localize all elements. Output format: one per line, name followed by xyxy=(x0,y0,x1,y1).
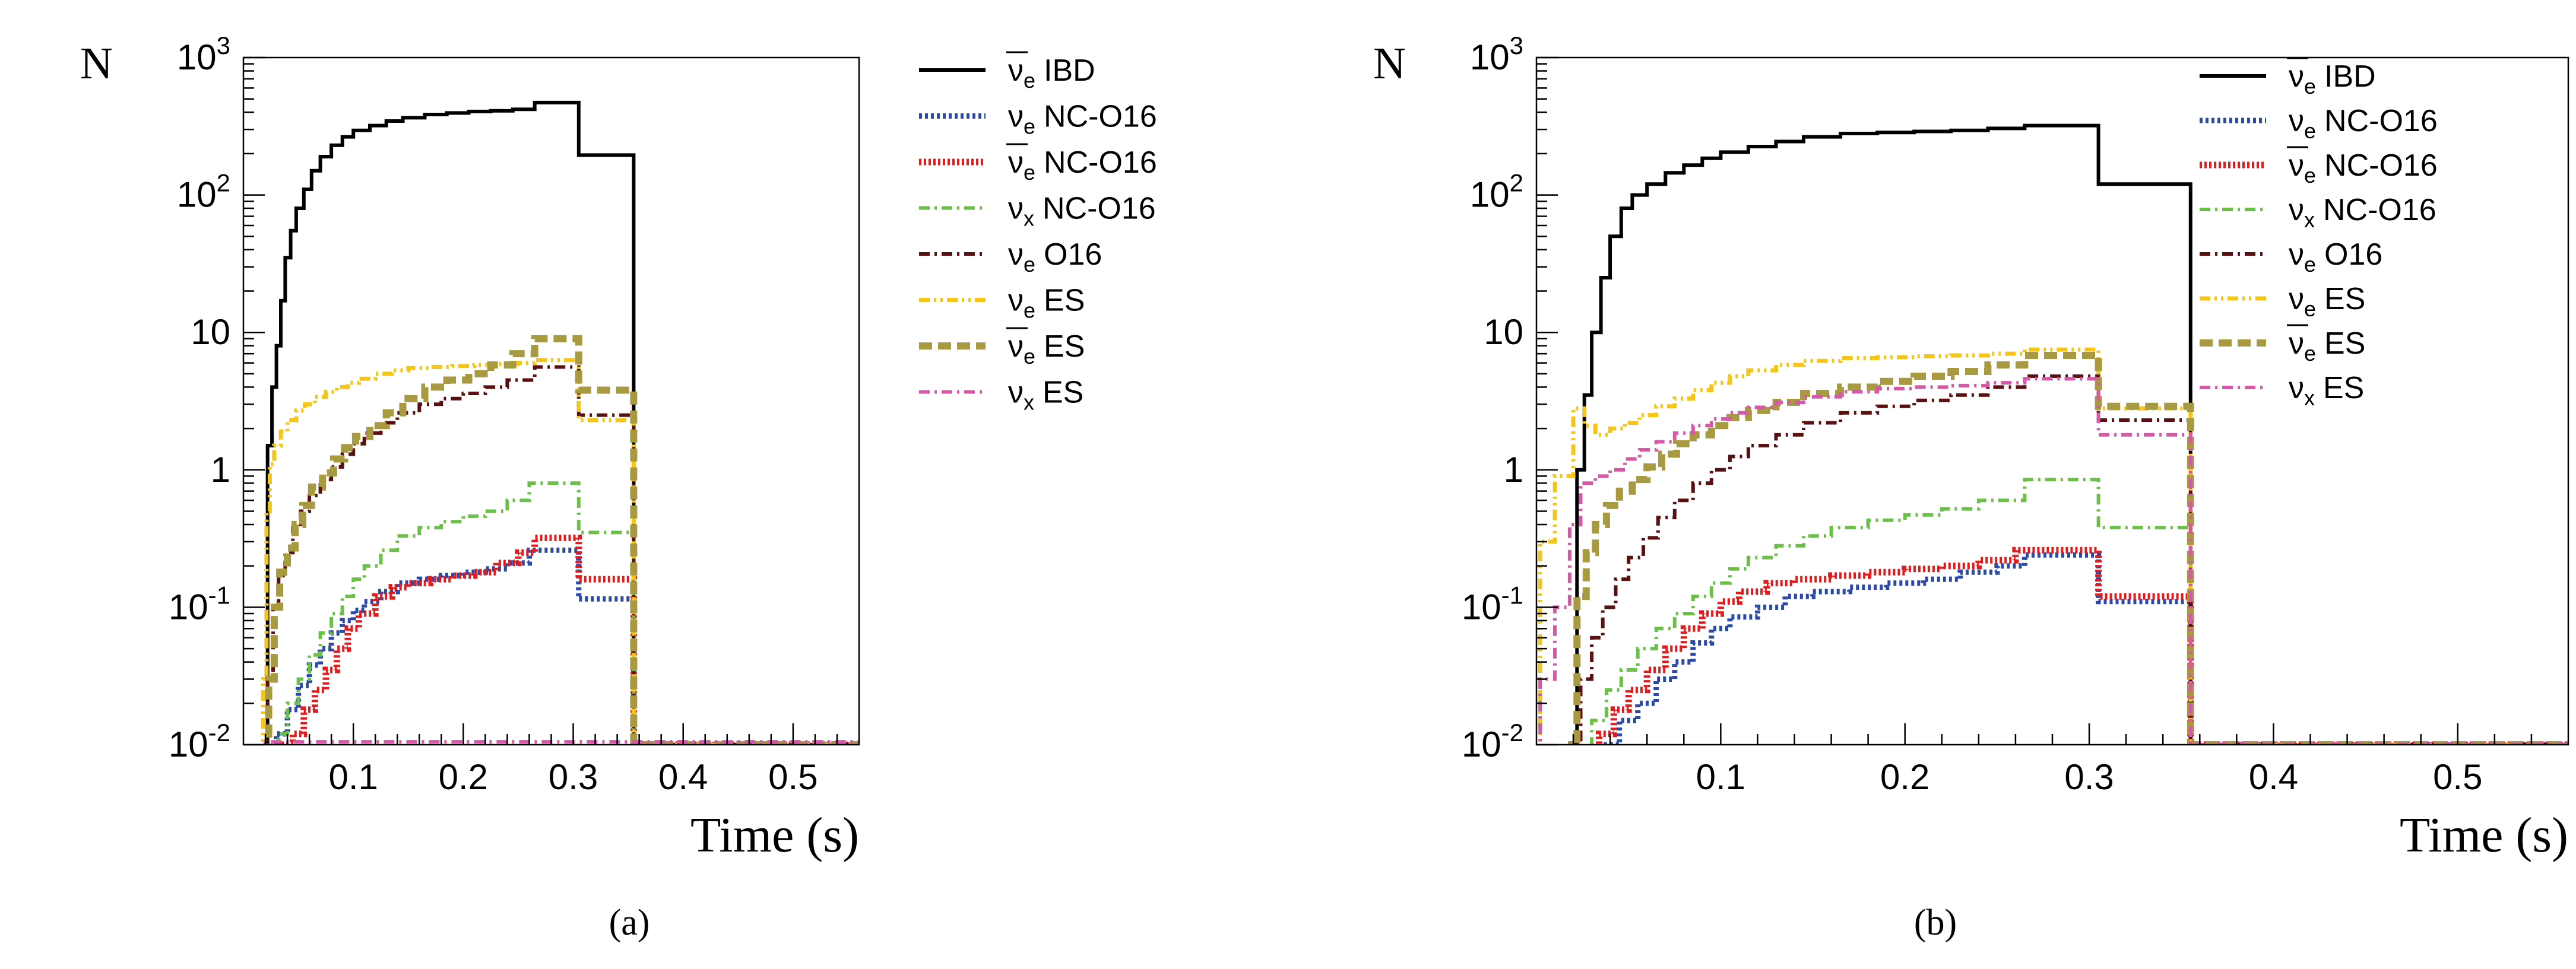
legend-entry-3: νx NC-O16 xyxy=(2289,193,2436,232)
x-tick-label: 0.1 xyxy=(328,757,378,797)
x-tick-label: 0.2 xyxy=(439,757,488,797)
y-tick-label: 10-1 xyxy=(1462,581,1523,627)
x-tick-label: 0.3 xyxy=(2064,757,2114,797)
series-line-1 xyxy=(274,547,859,745)
y-tick-label: 10-2 xyxy=(1462,719,1523,764)
y-tick-label: 10-2 xyxy=(169,719,230,764)
legend-entry-6: νe ES xyxy=(2289,326,2365,366)
series-line-7 xyxy=(261,740,859,745)
y-tick-label: 10 xyxy=(1484,312,1523,352)
panel-label: (a) xyxy=(609,903,650,943)
plot-frame xyxy=(242,56,860,746)
x-tick-label: 0.2 xyxy=(1880,757,1929,797)
legend-entry-0: νe IBD xyxy=(1008,53,1095,93)
series-group xyxy=(261,100,859,745)
y-tick-label: 1 xyxy=(1504,450,1523,490)
series-line-4 xyxy=(1571,374,2568,745)
x-axis-label: Time (s) xyxy=(690,808,859,863)
legend-entry-0: νe IBD xyxy=(2289,59,2376,99)
series-line-5 xyxy=(1538,347,2568,745)
y-tick-label: 102 xyxy=(1470,169,1523,215)
legend-entry-7: νx ES xyxy=(1008,376,1083,415)
series-line-2 xyxy=(278,534,859,745)
y-tick-label: 103 xyxy=(1470,31,1523,77)
x-tick-label: 0.4 xyxy=(658,757,708,797)
x-axis-label: Time (s) xyxy=(2400,808,2568,863)
legend-entry-5: νe ES xyxy=(1008,284,1085,323)
legend-entry-2: νe NC-O16 xyxy=(2289,148,2438,188)
legend-entry-3: νx NC-O16 xyxy=(1008,192,1156,231)
legend-entry-1: νe NC-O16 xyxy=(2289,104,2438,143)
series-line-4 xyxy=(265,365,859,745)
y-tick-label: 1 xyxy=(211,450,230,490)
series-line-1 xyxy=(1604,552,2568,745)
legend-entry-5: νe ES xyxy=(2289,282,2365,321)
y-tick-label: 102 xyxy=(177,169,230,215)
y-tick-label: 10 xyxy=(191,312,230,352)
y-tick-label: 10-1 xyxy=(169,581,230,627)
x-tick-label: 0.1 xyxy=(1696,757,1745,797)
series-line-7 xyxy=(1538,377,2568,745)
series-line-2 xyxy=(1596,547,2568,745)
series-line-3 xyxy=(1590,478,2568,745)
legend-entry-1: νe NC-O16 xyxy=(1008,100,1157,139)
legend: νe IBD νe NC-O16 νe NC-O16 νx NC-O16 νe O16 νe ES νe… xyxy=(919,51,1157,415)
series-line-0 xyxy=(264,100,859,745)
x-tick-label: 0.5 xyxy=(2433,757,2482,797)
x-tick-label: 0.4 xyxy=(2249,757,2298,797)
legend: νe IBD νe NC-O16 νe NC-O16 νx NC-O16 νe O16 νe ES νe… xyxy=(2200,57,2438,410)
series-group xyxy=(1538,123,2568,745)
legend-entry-4: νe O16 xyxy=(1008,237,1102,277)
series-line-0 xyxy=(1570,123,2568,745)
y-axis-label: N xyxy=(1373,39,1406,88)
legend-entry-6: νe ES xyxy=(1008,329,1085,368)
panel-label: (b) xyxy=(1914,903,1957,943)
series-line-3 xyxy=(277,481,859,745)
series-line-6 xyxy=(1568,352,2568,745)
legend-entry-7: νx ES xyxy=(2289,371,2364,410)
series-line-5 xyxy=(261,358,859,745)
legend-entry-2: νe NC-O16 xyxy=(1008,145,1157,185)
y-tick-label: 103 xyxy=(177,31,230,77)
series-line-6 xyxy=(265,335,859,745)
x-tick-label: 0.5 xyxy=(768,757,818,797)
y-axis-label: N xyxy=(80,39,113,88)
x-tick-label: 0.3 xyxy=(549,757,598,797)
legend-entry-4: νe O16 xyxy=(2289,237,2382,277)
